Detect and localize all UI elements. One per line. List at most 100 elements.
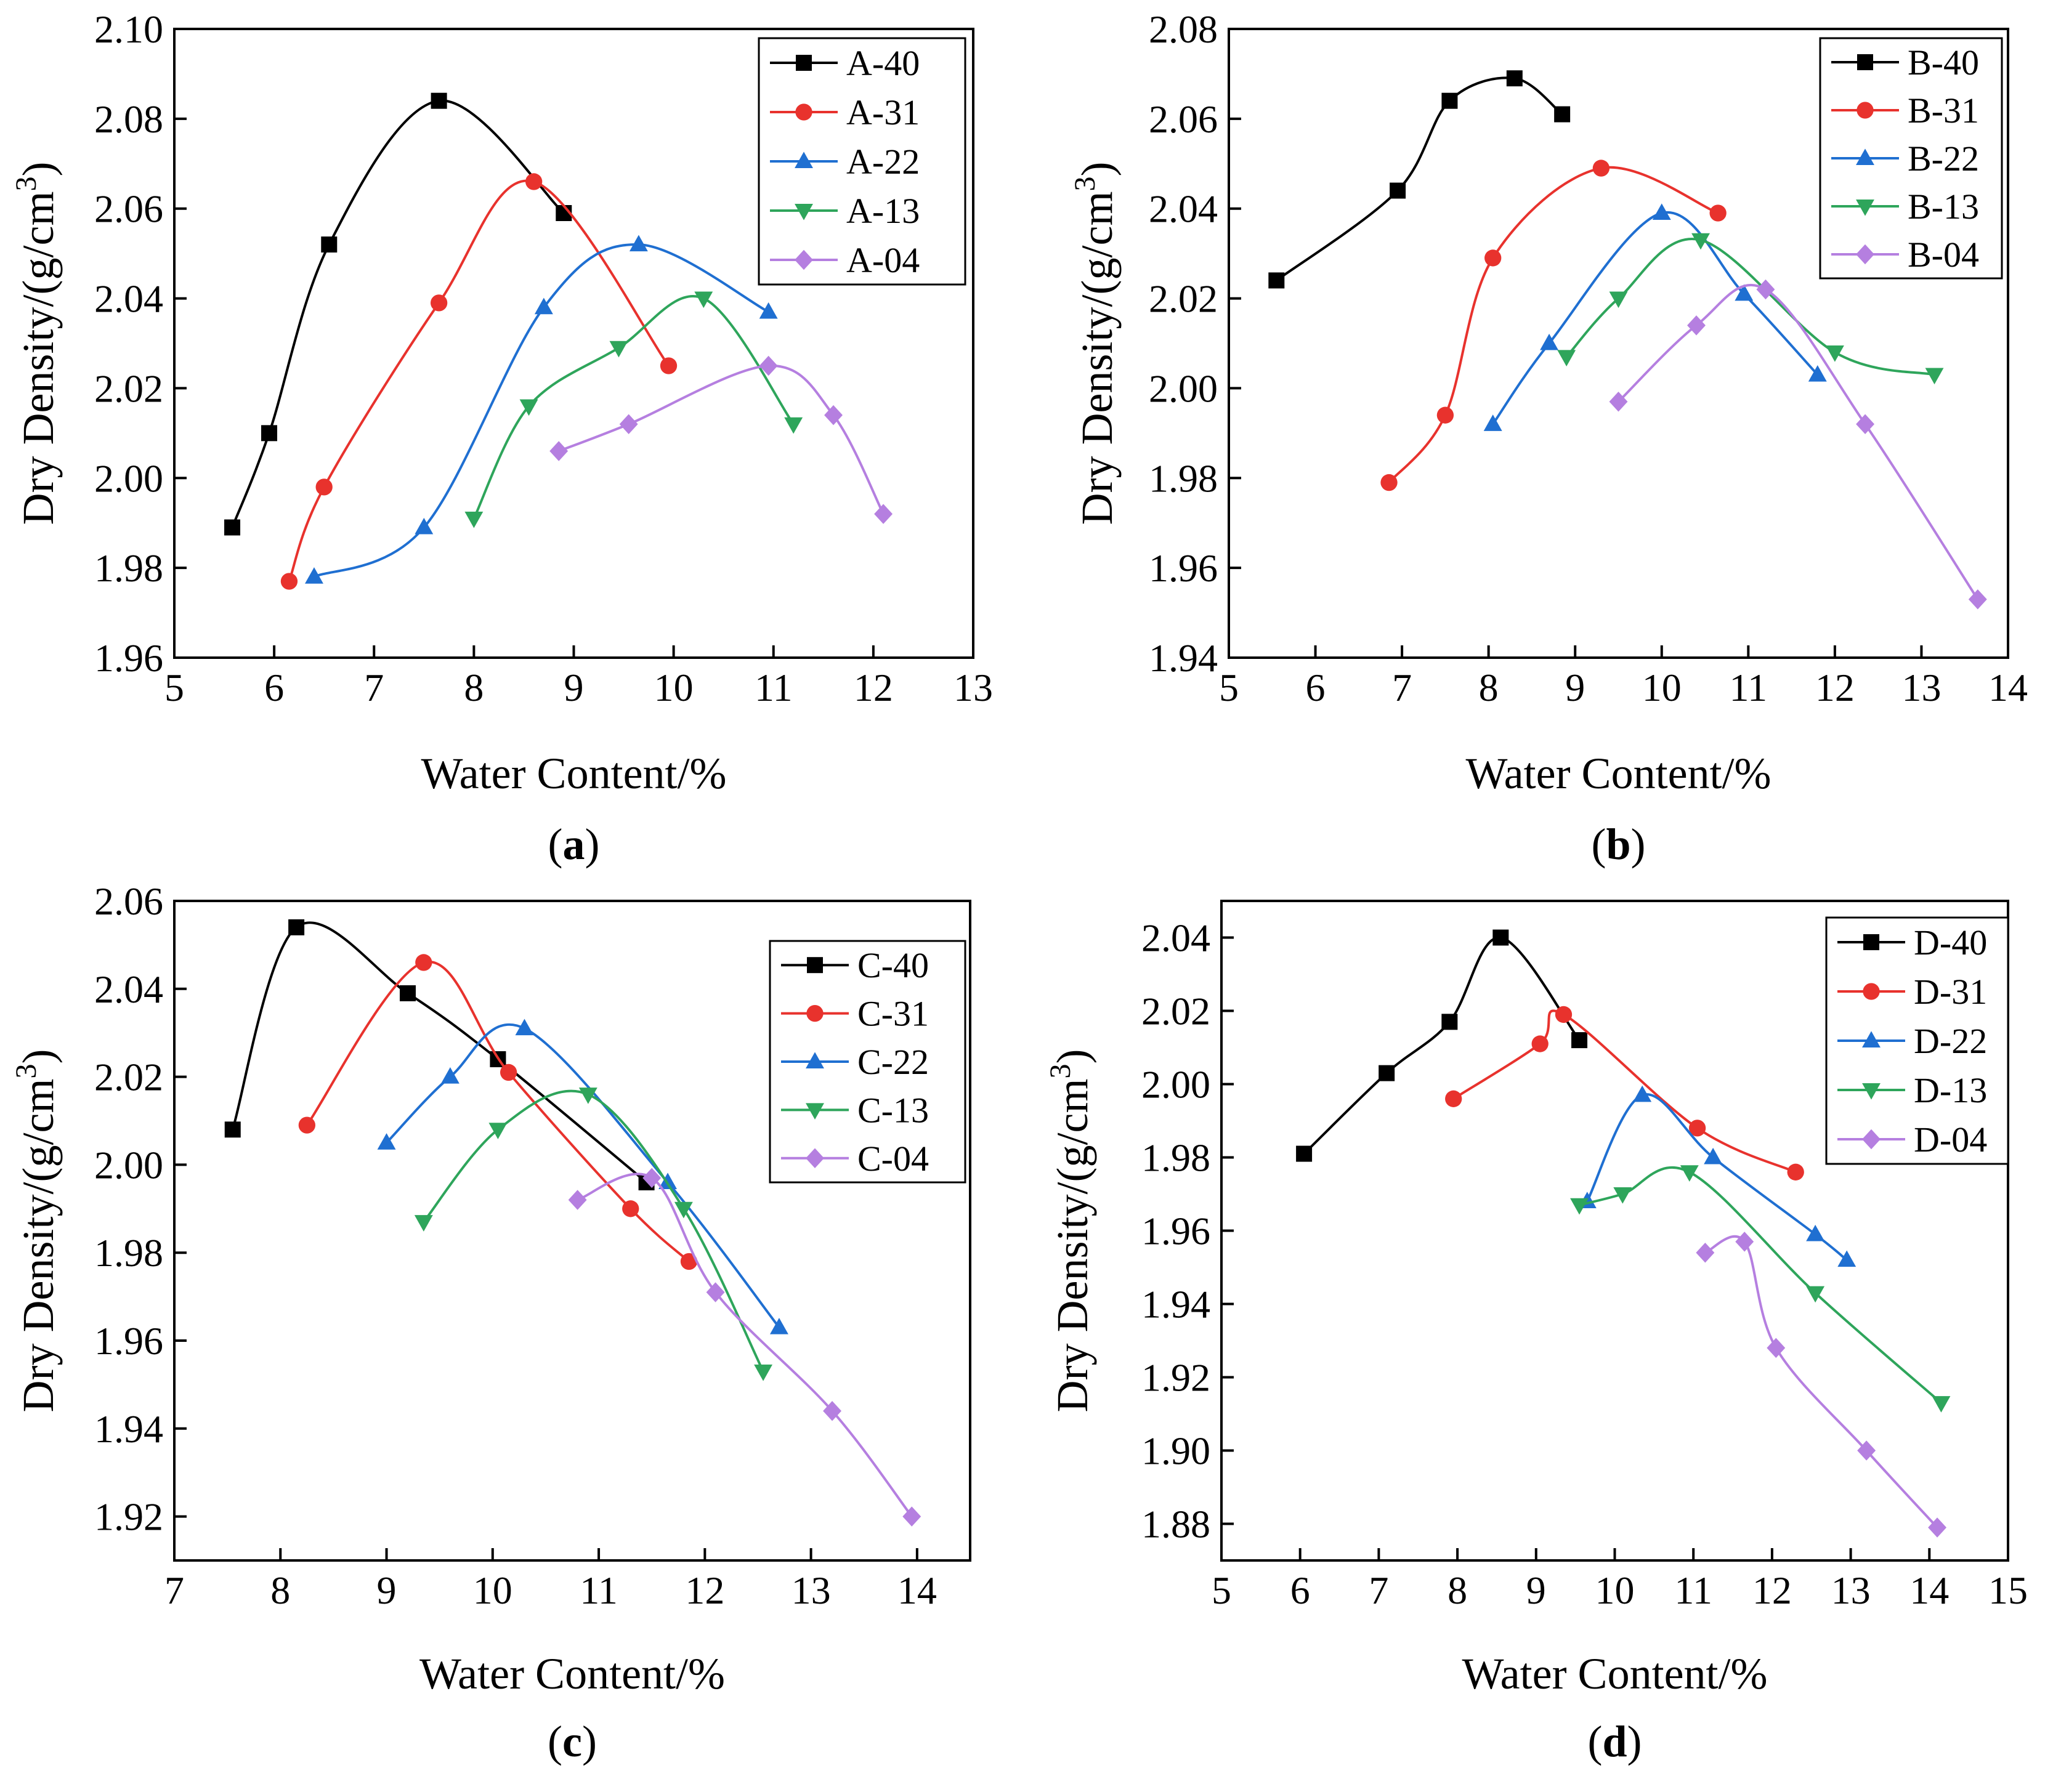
data-point xyxy=(1570,1198,1589,1215)
legend-marker xyxy=(1863,983,1880,1000)
panel-label: (b) xyxy=(1591,820,1645,869)
data-point xyxy=(515,1019,534,1036)
x-tick-label: 6 xyxy=(264,666,284,709)
legend: C-40 C-31 C-22 C-13 C-04 xyxy=(769,940,966,1184)
y-tick-label: 2.02 xyxy=(94,1055,163,1099)
x-axis-label: Water Content/% xyxy=(1465,749,1771,798)
data-point xyxy=(629,235,648,252)
data-point xyxy=(642,1168,662,1189)
data-point xyxy=(754,1364,773,1381)
x-tick-label: 6 xyxy=(1306,666,1326,709)
legend-label: D-40 xyxy=(1914,922,1987,963)
legend-label: B-22 xyxy=(1908,139,1979,179)
data-point xyxy=(1445,1090,1462,1107)
panel-c: 7 8 9 10 11 12 13 14 1.92 1.94 1.96 1.98 2.00 2.02 2.0… xyxy=(10,879,971,1766)
series-line xyxy=(1618,284,1979,600)
data-point xyxy=(1932,1396,1951,1413)
y-axis-label: Dry Density/(g/cm3) xyxy=(1044,1049,1097,1413)
data-point xyxy=(440,1067,460,1084)
series-line xyxy=(386,1023,780,1328)
legend-label: C-40 xyxy=(857,945,929,985)
series-C-04 xyxy=(568,1168,921,1527)
data-point xyxy=(1925,368,1944,385)
data-point xyxy=(1633,1085,1652,1102)
legend-label: A-22 xyxy=(846,142,920,182)
data-point xyxy=(1756,279,1775,300)
data-point xyxy=(1540,333,1559,350)
data-point xyxy=(1808,365,1827,382)
panel-b: 5 6 7 8 9 10 11 12 13 14 1.94 1.96 1.98 2.00 2.02 2.04 2… xyxy=(1069,7,2028,869)
legend-label: C-22 xyxy=(857,1042,929,1082)
data-point xyxy=(519,399,538,416)
data-point xyxy=(823,1400,842,1421)
x-tick-label: 14 xyxy=(1909,1568,1949,1612)
legend-item: D-13 xyxy=(1837,1070,1987,1110)
series-C-31 xyxy=(298,954,698,1270)
data-point xyxy=(759,355,778,376)
data-point xyxy=(399,985,416,1001)
data-point xyxy=(1609,291,1628,309)
y-tick-label: 2.02 xyxy=(1149,277,1218,321)
series-line xyxy=(1452,1009,1797,1174)
data-point xyxy=(578,1088,597,1104)
legend-item: B-40 xyxy=(1831,42,1979,83)
y-tick-label: 2.02 xyxy=(94,366,163,410)
data-point xyxy=(784,417,803,434)
data-point xyxy=(1436,406,1454,424)
x-axis-label: Water Content/% xyxy=(419,1649,725,1698)
series-A-40 xyxy=(224,92,572,536)
series-line xyxy=(1565,238,1935,376)
x-tick-label: 15 xyxy=(1988,1568,2028,1612)
series-B-31 xyxy=(1380,159,1727,491)
legend-marker xyxy=(1862,1129,1881,1150)
data-point xyxy=(1704,1147,1723,1164)
data-point xyxy=(1806,1286,1825,1303)
legend-item: C-40 xyxy=(781,945,929,985)
series-B-04 xyxy=(1609,279,1987,610)
legend-item: A-04 xyxy=(770,240,920,280)
y-axis-label: Dry Density/(g/cm3) xyxy=(1069,162,1122,525)
data-point xyxy=(658,1172,677,1190)
y-tick-label: 2.00 xyxy=(94,1143,163,1187)
data-point xyxy=(674,1201,693,1219)
data-point xyxy=(622,1200,639,1217)
y-tick-label: 2.08 xyxy=(94,97,163,141)
data-point xyxy=(464,511,484,528)
y-tick-label: 1.96 xyxy=(94,636,163,680)
data-point xyxy=(1787,1163,1804,1181)
panel-label: (d) xyxy=(1587,1717,1642,1766)
legend-label: B-04 xyxy=(1908,235,1979,275)
data-point xyxy=(1554,106,1571,123)
legend-marker xyxy=(1863,934,1879,950)
x-tick-label: 6 xyxy=(1290,1568,1310,1612)
data-point xyxy=(1735,284,1754,301)
legend-marker xyxy=(1856,244,1874,265)
legend-marker xyxy=(796,55,812,71)
x-tick-label: 11 xyxy=(580,1568,618,1612)
series-B-40 xyxy=(1268,70,1571,289)
legend-label: D-31 xyxy=(1914,972,1987,1012)
data-point xyxy=(1483,414,1502,431)
legend-item: B-22 xyxy=(1831,139,1979,179)
legend-marker xyxy=(1862,1031,1881,1048)
legend-item: A-31 xyxy=(770,92,920,132)
legend: A-40 A-31 A-22 A-13 A-04 xyxy=(758,37,966,286)
data-point xyxy=(1928,1517,1947,1538)
y-tick-label: 2.06 xyxy=(1149,97,1218,141)
y-tick-label: 1.96 xyxy=(94,1319,163,1363)
legend-item: C-22 xyxy=(781,1042,929,1082)
data-point xyxy=(1857,1440,1876,1461)
data-point xyxy=(1484,249,1502,267)
x-tick-label: 5 xyxy=(1212,1568,1231,1612)
series-A-31 xyxy=(280,173,678,590)
data-point xyxy=(280,573,298,590)
x-tick-label: 13 xyxy=(954,666,993,709)
data-point xyxy=(1555,1006,1573,1023)
y-tick-label: 2.00 xyxy=(1141,1063,1210,1107)
x-tick-label: 12 xyxy=(1752,1568,1792,1612)
legend-item: D-40 xyxy=(1837,922,1987,963)
x-tick-label: 8 xyxy=(270,1568,290,1612)
data-point xyxy=(1856,414,1875,435)
legend-label: C-31 xyxy=(857,994,929,1034)
legend-label: B-40 xyxy=(1908,42,1979,83)
